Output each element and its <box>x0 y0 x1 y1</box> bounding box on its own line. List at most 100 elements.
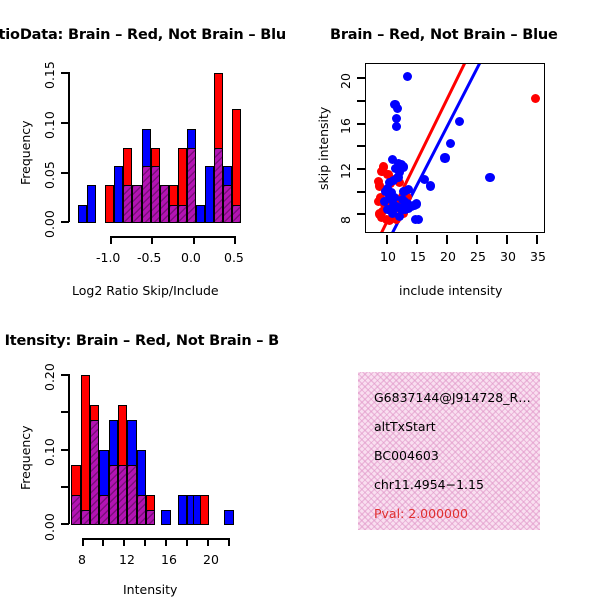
ratio-x-ticklabel: 0.5 <box>224 250 244 265</box>
histogram-bar <box>214 147 224 223</box>
ratio-y-tick <box>61 72 69 74</box>
ratio-x-ticklabel: -1.0 <box>96 250 121 265</box>
scatter-y-tick <box>357 145 366 147</box>
ratio-x-tick <box>110 236 112 244</box>
scatter-point <box>391 114 401 124</box>
scatter-point <box>485 172 495 182</box>
gene-info-panel: G6837144@J914728_R… altTxStart BC004603 chr… <box>358 372 540 530</box>
scatter-x-ticklabel: 10 <box>380 249 396 264</box>
ratio-x-tick <box>234 236 236 244</box>
intensity-y-tick <box>61 486 69 488</box>
histogram-bar <box>78 204 88 223</box>
scatter-point <box>389 200 399 210</box>
histogram-bar <box>232 204 242 223</box>
intensity-x-tick <box>123 538 125 546</box>
scatter-point <box>420 174 430 184</box>
scatter-x-tick <box>536 235 538 244</box>
panel-scatter: Brain – Red, Not Brain – Blue skip inten… <box>300 0 600 310</box>
scatter-x-ticklabel: 20 <box>440 249 456 264</box>
ratio-x-axis <box>110 236 236 238</box>
scatter-point <box>376 212 386 223</box>
histogram-bar <box>161 509 171 525</box>
intensity-histogram-xlabel: Intensity <box>123 582 178 597</box>
scatter-x-tick <box>446 235 448 244</box>
scatter-point <box>454 116 464 126</box>
histogram-bar <box>114 166 124 223</box>
intensity-x-ticklabel: 16 <box>161 552 177 567</box>
panel-intensity-histogram: ne Itensity: Brain – Red, Not Brain – B … <box>0 310 300 600</box>
scatter-x-tick <box>386 235 388 244</box>
histogram-bar <box>80 509 90 525</box>
intensity-histogram-title: ne Itensity: Brain – Red, Not Brain – B <box>0 333 280 349</box>
histogram-bar <box>223 185 233 223</box>
intensity-y-tick <box>61 374 69 376</box>
ratio-histogram-title: RatioData: Brain – Red, Not Brain – Blu <box>0 27 287 43</box>
histogram-bar <box>186 147 197 223</box>
scatter-y-ticklabel: 8 <box>338 216 353 224</box>
scatter-point <box>384 191 394 201</box>
scatter-y-tick <box>357 213 366 215</box>
scatter-point <box>382 215 392 225</box>
scatter-point <box>387 196 397 206</box>
scatter-point <box>383 205 393 215</box>
histogram-bar <box>177 204 187 223</box>
scatter-point <box>385 178 395 188</box>
scatter-x-tick <box>476 235 478 244</box>
info-line: BC004603 <box>374 448 439 463</box>
scatter-point <box>402 71 413 81</box>
intensity-x-ticklabel: 12 <box>119 552 135 567</box>
histogram-bar <box>80 374 90 525</box>
histogram-bar <box>196 204 206 223</box>
histogram-bar <box>127 464 137 525</box>
panel-ratio-histogram: RatioData: Brain – Red, Not Brain – Blu … <box>0 0 300 310</box>
scatter-point <box>379 197 389 207</box>
scatter-point <box>373 197 384 207</box>
histogram-bar <box>123 185 133 223</box>
histogram-bar <box>168 204 178 223</box>
intensity-x-tick <box>186 538 188 546</box>
scatter-point <box>395 178 405 188</box>
ratio-y-tick <box>61 172 69 174</box>
scatter-point <box>530 94 540 104</box>
histogram-bar <box>177 494 187 525</box>
histogram-bar <box>159 185 169 223</box>
scatter-point <box>446 138 456 149</box>
histogram-bar <box>141 166 151 223</box>
intensity-x-tick <box>228 538 230 546</box>
intensity-x-tick <box>207 538 209 546</box>
intensity-x-tick <box>102 538 104 546</box>
scatter-title: Brain – Red, Not Brain – Blue <box>330 27 558 43</box>
scatter-plot-area <box>365 63 545 233</box>
scatter-point <box>392 104 403 114</box>
intensity-y-tick <box>61 523 69 525</box>
scatter-x-ticklabel: 35 <box>530 249 546 264</box>
ratio-x-tick <box>193 236 195 244</box>
intensity-x-axis <box>82 538 230 540</box>
histogram-bar <box>87 185 97 223</box>
intensity-y-tick <box>61 449 69 451</box>
scatter-point <box>393 172 403 182</box>
scatter-point <box>380 187 391 197</box>
histogram-bar <box>108 464 118 525</box>
histogram-bar <box>132 185 142 223</box>
scatter-x-ticklabel: 30 <box>500 249 516 264</box>
histogram-bar <box>105 185 115 223</box>
histogram-bar <box>145 509 156 525</box>
ratio-histogram-bars <box>0 60 300 223</box>
scatter-point <box>387 154 397 164</box>
scatter-point <box>388 208 398 218</box>
scatter-point <box>399 187 409 197</box>
intensity-y-tick <box>61 411 69 413</box>
scatter-x-tick <box>416 235 418 244</box>
ratio-y-axis <box>68 72 70 222</box>
scatter-point <box>411 199 422 209</box>
ratio-x-ticklabel: 0.0 <box>181 250 201 265</box>
intensity-x-tick <box>144 538 146 546</box>
ratio-histogram-xlabel: Log2 Ratio Skip/Include <box>72 283 219 298</box>
scatter-point <box>383 170 393 180</box>
scatter-point <box>392 122 402 132</box>
scatter-x-ticklabel: 25 <box>470 249 486 264</box>
histogram-bar <box>150 166 160 223</box>
histogram-bar <box>199 494 210 525</box>
